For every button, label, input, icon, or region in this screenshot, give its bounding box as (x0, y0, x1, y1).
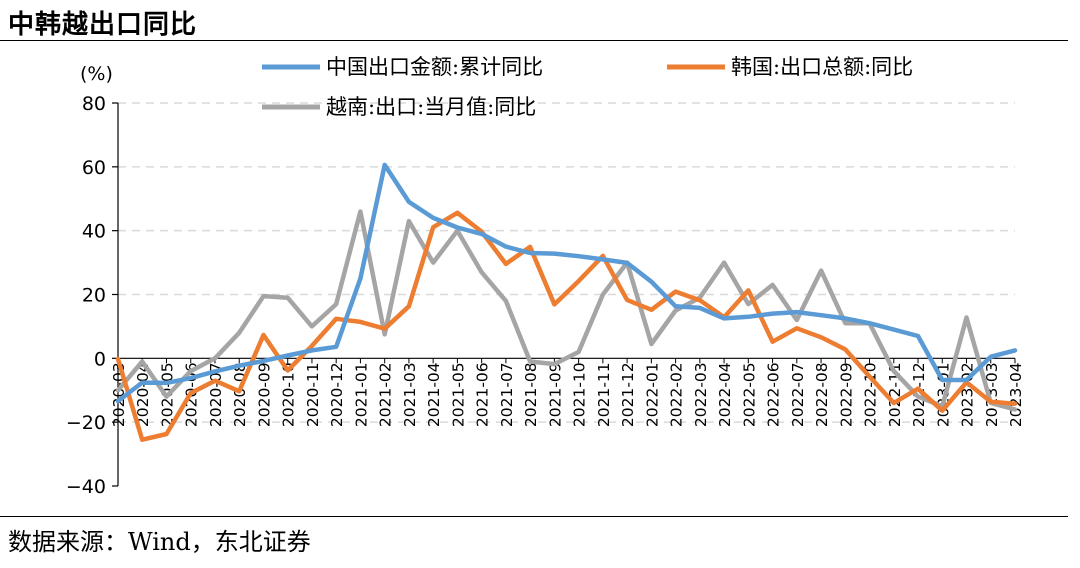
x-axis-ticks: 2020-03 2020-04 2020-05 2020-06 2020-07 2020-… (110, 362, 1025, 427)
x-tick-label: 2021-02 (377, 362, 395, 427)
x-tick-label: 2020-04 (134, 362, 152, 427)
x-tick-label: 2022-08 (813, 362, 831, 427)
legend-label: 中国出口金额:累计同比 (326, 55, 543, 79)
x-tick-label: 2021-09 (546, 362, 564, 427)
x-tick-label: 2022-03 (692, 362, 710, 427)
x-tick-label: 2022-06 (765, 362, 783, 427)
y-unit-label: (%) (80, 63, 113, 85)
gridlines (118, 102, 1015, 423)
x-tick-label: 2023-03 (983, 362, 1001, 427)
x-tick-label: 2022-09 (837, 362, 855, 427)
legend-label: 越南:出口:当月值:同比 (326, 95, 536, 119)
x-tick-label: 2022-05 (740, 362, 758, 427)
x-tick-label: 2021-04 (425, 362, 443, 427)
series-lines (115, 162, 1018, 442)
x-tick-label: 2021-06 (474, 362, 492, 427)
y-tick-label: 40 (82, 221, 106, 243)
legend-item-2: 越南:出口:当月值:同比 (262, 95, 536, 119)
x-tick-label: 2020-12 (328, 362, 346, 427)
x-tick-label: 2021-01 (352, 362, 370, 427)
y-tick-label: 0 (94, 348, 106, 370)
x-tick-label: 2020-11 (304, 362, 322, 427)
legend-item-1: 韩国:出口总额:同比 (667, 55, 913, 79)
source-rule (0, 516, 1068, 517)
series-line-0 (115, 162, 1018, 404)
source-note: 数据来源：Wind，东北证券 (8, 528, 311, 556)
x-tick-label: 2021-10 (571, 362, 589, 427)
legend-item-0: 中国出口金额:累计同比 (262, 55, 543, 79)
series-line-2 (115, 209, 1018, 412)
y-tick-label: 20 (82, 285, 106, 307)
y-tick-label: −40 (66, 476, 106, 498)
x-tick-label: 2021-12 (619, 362, 637, 427)
x-tick-label: 2023-04 (1007, 362, 1025, 427)
series-line-1 (115, 210, 1018, 442)
x-tick-label: 2022-10 (862, 362, 880, 427)
chart-title: 中韩越出口同比 (8, 10, 198, 40)
x-tick-label: 2021-07 (498, 362, 516, 427)
y-tick-label: 60 (82, 157, 106, 179)
y-tick-label: 80 (82, 93, 106, 115)
title-rule (0, 40, 1068, 41)
x-tick-label: 2021-08 (522, 362, 540, 427)
x-tick-label: 2022-01 (643, 362, 661, 427)
y-axis-ticks: −40 −20 0 20 40 60 80 (66, 93, 106, 498)
y-tick-label: −20 (66, 412, 106, 434)
legend-label: 韩国:出口总额:同比 (731, 55, 913, 79)
x-tick-label: 2020-10 (280, 362, 298, 427)
x-tick-label: 2021-05 (449, 362, 467, 427)
x-tick-label: 2022-04 (716, 362, 734, 427)
x-tick-label: 2020-07 (207, 362, 225, 427)
x-tick-label: 2022-02 (668, 362, 686, 427)
x-tick-label: 2020-09 (255, 362, 273, 427)
x-tick-label: 2021-11 (595, 362, 613, 427)
x-tick-label: 2022-07 (789, 362, 807, 427)
x-tick-label: 2021-03 (401, 362, 419, 427)
